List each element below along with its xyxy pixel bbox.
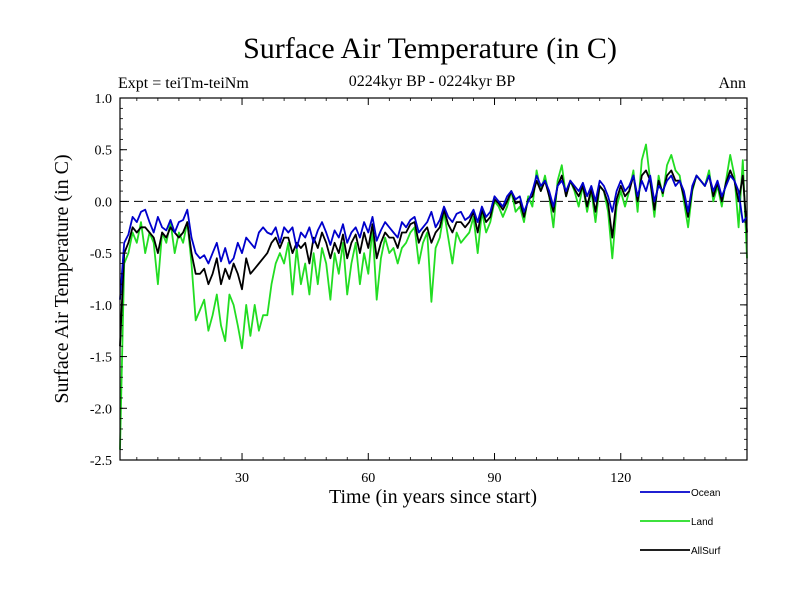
y-tick-label: -2.5 — [90, 454, 112, 469]
legend-label-ocean: Ocean — [691, 488, 720, 499]
plot-frame — [119, 97, 748, 461]
y-tick-label: -1.0 — [90, 299, 112, 314]
x-tick-label: 90 — [488, 471, 502, 486]
legend: Ocean Land AllSurf — [640, 488, 721, 557]
chart-subtitle: 0224kyr BP - 0224kyr BP — [349, 73, 516, 90]
y-tick-label: -0.5 — [90, 247, 112, 262]
series-line-allsurf — [119, 169, 748, 347]
chart-title: Surface Air Temperature (in C) — [243, 32, 617, 65]
y-tick-label: -2.0 — [90, 402, 112, 417]
x-tick-label: 60 — [361, 471, 375, 486]
series-line-land — [119, 143, 748, 450]
season-label: Ann — [718, 75, 746, 92]
legend-label-land: Land — [691, 517, 713, 528]
legend-label-allsurf: AllSurf — [691, 546, 721, 557]
x-axis-label: Time (in years since start) — [329, 486, 537, 508]
y-tick-label: -1.5 — [90, 351, 112, 366]
y-axis-label: Surface Air Temperature (in C) — [51, 154, 73, 403]
experiment-label: Expt = teiTm-teiNm — [118, 75, 249, 92]
y-tick-label: 1.0 — [95, 92, 113, 107]
x-tick-label: 120 — [610, 471, 631, 486]
series-line-ocean — [119, 174, 748, 300]
x-tick-label: 30 — [235, 471, 249, 486]
y-tick-label: 0.0 — [95, 195, 113, 210]
y-tick-label: 0.5 — [95, 144, 113, 159]
